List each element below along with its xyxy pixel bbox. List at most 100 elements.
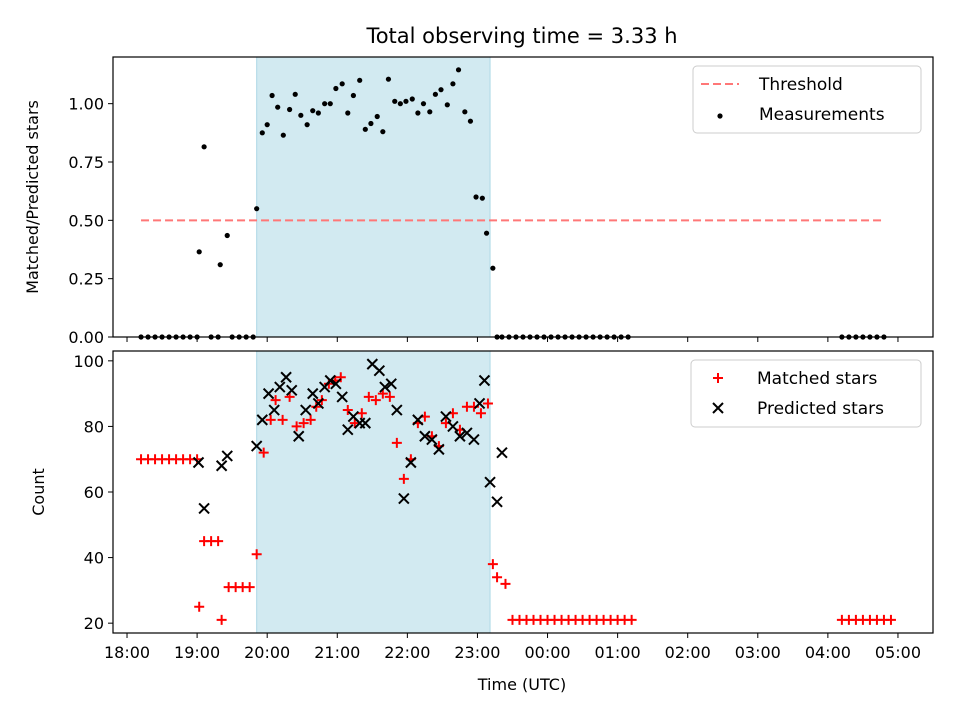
data-point <box>374 113 380 120</box>
data-point <box>419 430 431 442</box>
data-point <box>244 582 255 593</box>
data-point <box>336 391 348 403</box>
xtick-label: 19:00 <box>174 643 220 662</box>
data-point <box>342 423 354 436</box>
data-point <box>275 104 281 110</box>
data-point <box>492 572 503 583</box>
data-point <box>224 232 230 239</box>
xtick-label: 20:00 <box>244 643 290 662</box>
xtick-label: 22:00 <box>384 643 430 662</box>
data-point <box>258 447 269 458</box>
data-point <box>280 132 286 138</box>
data-point <box>251 549 262 560</box>
observing-span <box>256 56 491 338</box>
data-point <box>287 106 293 113</box>
ytick-label: 60 <box>84 483 104 502</box>
data-point <box>310 108 316 114</box>
data-point <box>293 430 305 442</box>
data-point <box>357 77 363 83</box>
ytick-label: 80 <box>84 417 104 436</box>
count-panel: 20 40 60 80 100 18:00 19:00 20:00 21:00 22:00 23:0… <box>73 350 934 662</box>
data-point <box>274 381 286 393</box>
data-point <box>450 81 456 87</box>
xtick-label: 03:00 <box>735 643 781 662</box>
data-point <box>250 440 263 452</box>
data-point <box>315 110 321 116</box>
data-point <box>342 405 353 416</box>
chart-title: Total observing time = 3.33 h <box>365 24 677 48</box>
data-point <box>379 381 391 393</box>
data-point <box>468 433 480 446</box>
data-point <box>327 101 333 107</box>
data-point <box>264 122 270 128</box>
data-point <box>362 126 368 132</box>
xtick-label: 00:00 <box>524 643 570 662</box>
legend-label: Threshold <box>758 75 843 95</box>
legend-marker <box>713 373 723 383</box>
data-point <box>405 456 417 469</box>
axes-frame <box>112 56 934 338</box>
data-point <box>373 364 386 377</box>
data-point <box>259 130 265 136</box>
data-point <box>194 601 205 612</box>
ytick-label: 0.00 <box>68 328 104 347</box>
data-point <box>300 404 312 416</box>
data-point <box>269 92 275 99</box>
data-point <box>626 614 637 625</box>
data-point <box>490 265 496 271</box>
data-point <box>335 372 346 383</box>
data-point <box>487 559 498 570</box>
data-point <box>298 112 304 118</box>
data-point <box>254 206 260 212</box>
data-point <box>412 414 424 426</box>
ytick-label: 0.50 <box>68 211 104 230</box>
data-point <box>403 98 409 104</box>
data-point <box>349 418 360 429</box>
data-point <box>432 91 438 97</box>
data-point <box>213 536 224 547</box>
data-point <box>473 194 479 200</box>
data-point <box>304 122 310 128</box>
data-point <box>221 450 233 462</box>
data-point <box>330 378 342 390</box>
data-point <box>192 456 205 469</box>
data-point <box>433 443 445 456</box>
data-point <box>265 414 276 425</box>
data-point <box>380 129 386 135</box>
data-point <box>444 102 450 108</box>
data-point <box>305 414 316 425</box>
legend-label: Matched stars <box>757 369 877 389</box>
data-point <box>420 101 427 107</box>
legend-marker <box>712 402 724 414</box>
ytick-label: 40 <box>84 549 104 568</box>
data-point <box>268 404 280 416</box>
data-point <box>475 408 486 419</box>
legend-box <box>692 65 922 134</box>
data-point <box>291 421 302 432</box>
legend-label: Measurements <box>759 105 885 125</box>
data-point <box>345 110 351 116</box>
ytick-label: 100 <box>73 352 104 371</box>
data-point <box>368 120 374 127</box>
data-point <box>473 397 486 410</box>
data-point <box>478 374 491 387</box>
data-point <box>479 195 485 201</box>
data-point <box>356 408 367 419</box>
xtick-label: 18:00 <box>104 643 150 662</box>
ytick-label: 0.25 <box>68 270 104 289</box>
data-point <box>292 91 298 97</box>
data-point <box>322 101 328 107</box>
data-point <box>398 473 409 484</box>
data-point <box>455 67 462 73</box>
xtick-label: 01:00 <box>595 643 641 662</box>
data-point <box>483 230 490 236</box>
data-point <box>409 96 415 102</box>
data-point <box>286 384 298 397</box>
data-point <box>196 249 202 255</box>
ytick-label: 20 <box>84 614 104 633</box>
data-point <box>339 81 345 87</box>
data-point <box>391 437 402 448</box>
data-point <box>500 578 511 589</box>
data-point <box>392 98 398 104</box>
xtick-label: 05:00 <box>875 643 921 662</box>
